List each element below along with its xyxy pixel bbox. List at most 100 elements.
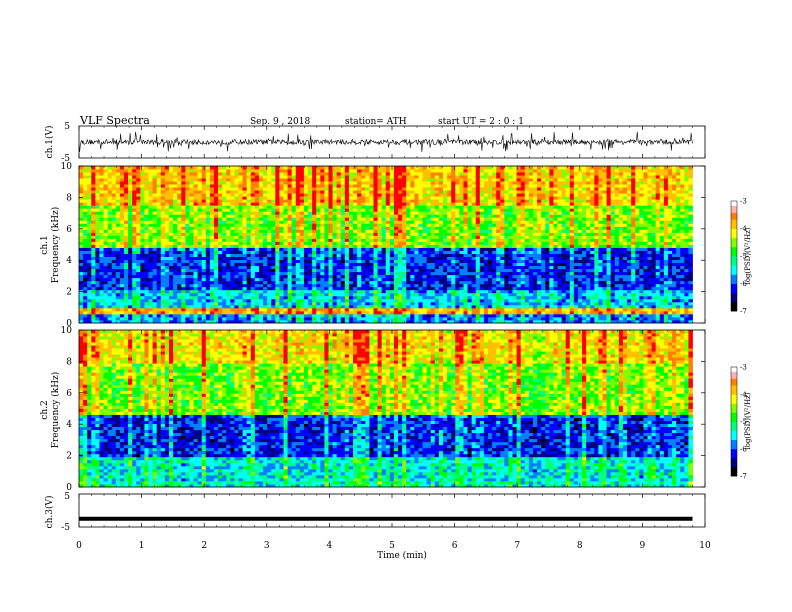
spectrogram-cell [430, 271, 436, 276]
spectrogram-cell [361, 283, 366, 288]
spectrogram-cell [463, 283, 468, 288]
spectrogram-cell [287, 244, 293, 248]
spectrogram-cell [275, 271, 280, 276]
spectrogram-cell [332, 241, 338, 245]
spectrogram-cell [549, 313, 554, 318]
spectrogram-cell [639, 319, 644, 324]
spectrogram-cell [471, 310, 477, 315]
spectrogram-cell [234, 223, 239, 227]
spectrogram-cell [275, 247, 280, 251]
spectrogram-cell [443, 265, 448, 270]
spectrogram-cell [324, 265, 329, 270]
spectrogram-cell [479, 283, 485, 288]
spectrogram-cell [205, 304, 211, 309]
spectrogram-cell [520, 310, 526, 315]
spectrogram-cell [647, 298, 652, 303]
spectrogram-cell [393, 274, 399, 279]
spectrogram-cell [144, 280, 149, 285]
spectrogram-cell [348, 226, 354, 230]
spectrogram-cell [365, 295, 370, 300]
spectrogram-cell [177, 253, 182, 257]
spectrogram-cell [516, 229, 522, 233]
spectrogram-cell [663, 247, 669, 251]
spectrogram-cell [508, 229, 513, 233]
spectrogram-cell [430, 253, 436, 257]
spectrogram-cell [381, 250, 387, 254]
spectrogram-cell [434, 256, 440, 260]
spectrogram-cell [479, 313, 485, 318]
spectrogram-cell [385, 241, 391, 245]
spectrogram-cell [381, 244, 387, 248]
spectrogram-cell [156, 292, 162, 297]
spectrogram-cell [614, 238, 620, 242]
spectrogram-cell [152, 262, 158, 267]
spectrogram-cell [140, 289, 145, 294]
spectrogram-cell [103, 301, 109, 306]
spectrogram-cell [569, 274, 575, 279]
spectrogram-cell [684, 265, 689, 270]
spectrogram-cell [136, 280, 141, 285]
spectrogram-cell [99, 313, 104, 318]
spectrogram-cell [242, 259, 248, 264]
spectrogram-cell [87, 298, 92, 303]
spectrogram-cell [463, 253, 468, 257]
spectrogram-cell [561, 307, 567, 312]
spectrogram-cell [541, 253, 546, 257]
spectrogram-cell [475, 292, 481, 297]
spectrogram-cell [483, 292, 489, 297]
spectrogram-cell [295, 229, 301, 233]
spectrogram-cell [83, 274, 88, 279]
spectrogram-cell [541, 262, 546, 267]
spectrogram-cell [132, 319, 137, 324]
spectrogram-cell [361, 268, 366, 273]
spectrogram-cell [189, 247, 194, 251]
spectrogram-cell [303, 244, 309, 248]
spectrogram-cell [218, 223, 223, 227]
spectrogram-cell [602, 241, 607, 245]
spectrogram-cell [647, 319, 652, 324]
spectrogram-cell [308, 304, 313, 309]
spectrogram-cell [655, 316, 661, 321]
spectrogram-cell [119, 250, 125, 254]
spectrogram-cell [676, 298, 681, 303]
spectrogram-cell [663, 259, 669, 264]
spectrogram-cell [279, 274, 284, 279]
spectrogram-cell [197, 283, 203, 288]
spectrogram-cell [83, 316, 88, 321]
spectrogram-cell [373, 277, 378, 282]
spectrogram-cell [279, 307, 284, 312]
spectrogram-cell [406, 238, 411, 242]
spectrogram-cell [659, 262, 665, 267]
spectrogram-cell [91, 265, 96, 270]
spectrogram-cell [492, 256, 497, 260]
spectrogram-cell [451, 265, 456, 270]
spectrogram-cell [295, 241, 301, 245]
spectrogram-cell [471, 283, 477, 288]
spectrogram-cell [361, 301, 366, 306]
spectrogram-cell [676, 268, 681, 273]
spectrogram-cell [451, 253, 456, 257]
spectrogram-cell [254, 262, 260, 267]
spectrogram-cell [414, 241, 419, 245]
spectrogram-cell [422, 304, 428, 309]
spectrogram-cell [218, 301, 223, 306]
spectrogram-cell [156, 253, 162, 257]
spectrogram-cell [95, 268, 100, 273]
spectrogram-cell [557, 298, 562, 303]
spectrogram-cell [676, 226, 681, 230]
spectrogram-cell [148, 307, 154, 312]
spectrogram-cell [303, 232, 309, 236]
spectrogram-cell [136, 292, 141, 297]
spectrogram-cell [115, 310, 121, 315]
spectrogram-cell [365, 286, 370, 291]
spectrogram-cell [209, 292, 215, 297]
spectrogram-cell [361, 241, 366, 245]
spectrogram-cell [144, 310, 149, 315]
spectrogram-cell [467, 259, 473, 264]
spectrogram-cell [119, 319, 125, 324]
spectrogram-cell [291, 259, 297, 264]
spectrogram-cell [430, 238, 436, 242]
spectrogram-cell [328, 268, 333, 273]
spectrogram-cell [87, 256, 92, 260]
spectrogram-cell [115, 313, 121, 318]
